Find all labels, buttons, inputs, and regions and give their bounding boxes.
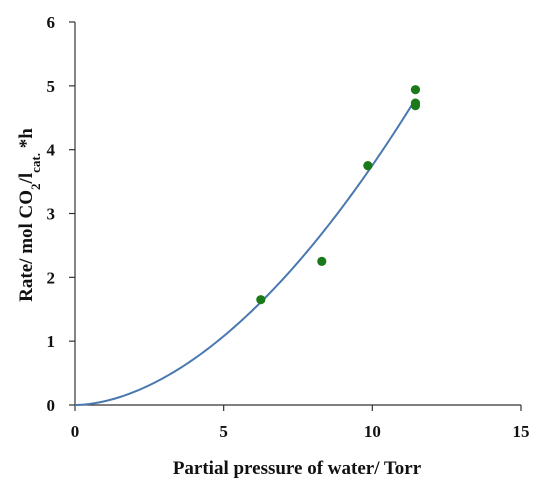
x-tick-label: 10 (364, 422, 381, 441)
y-axis-title-prefix: Rate/ mol CO (16, 190, 37, 302)
data-point (363, 161, 373, 171)
y-ticks: 0 1 2 3 4 5 6 (47, 13, 75, 415)
y-axis-title-sub2: cat. (28, 153, 43, 173)
y-tick-label: 1 (47, 332, 56, 351)
y-axis-title: Rate/ mol CO2/lcat. *h (16, 128, 43, 302)
x-ticks: 0 5 10 15 (71, 405, 530, 441)
data-point (256, 295, 266, 305)
data-points (256, 85, 421, 305)
data-point (410, 101, 421, 111)
y-tick-label: 0 (47, 396, 56, 415)
x-tick-label: 5 (219, 422, 228, 441)
fit-curve-line (74, 98, 417, 406)
fit-curve-group (74, 98, 417, 406)
x-axis-title: Partial pressure of water/ Torr (173, 458, 422, 479)
y-axis-title-mid: /l (16, 173, 37, 185)
y-tick-label: 4 (47, 141, 56, 160)
x-tick-label: 15 (513, 422, 530, 441)
data-point (410, 85, 421, 95)
y-axis-title-suffix: *h (16, 128, 37, 153)
y-tick-label: 2 (47, 268, 56, 287)
y-tick-label: 6 (47, 13, 56, 32)
x-tick-label: 0 (71, 422, 80, 441)
data-point (317, 256, 327, 266)
y-tick-label: 5 (47, 77, 56, 96)
axes (74, 22, 521, 406)
y-axis-title-sub1: 2 (28, 183, 43, 190)
y-tick-label: 3 (47, 205, 56, 224)
